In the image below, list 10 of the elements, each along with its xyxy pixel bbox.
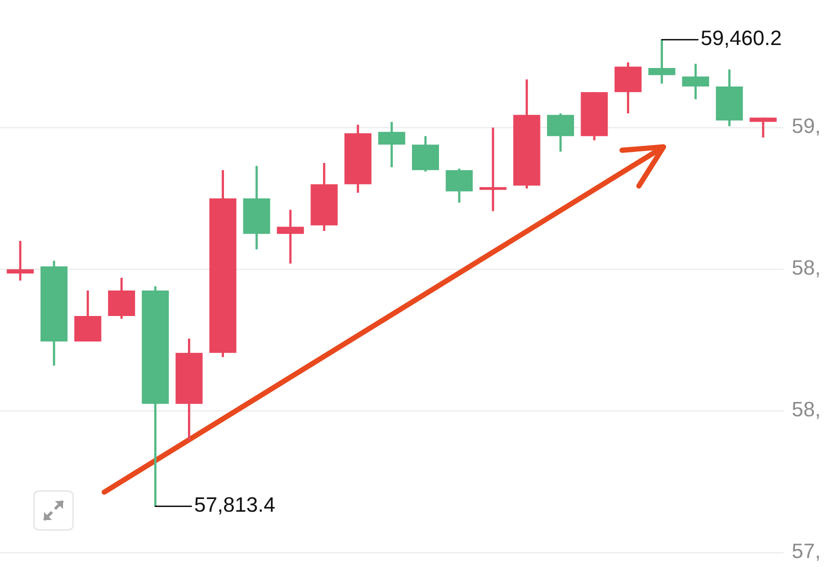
candlestick <box>480 126 507 212</box>
annotation: 59,460.2 <box>702 30 781 48</box>
text: 58, <box>792 402 819 419</box>
text: 59, <box>792 118 819 136</box>
candlestick <box>276 208 304 265</box>
text: 58, <box>792 260 819 278</box>
text: 57, <box>792 544 819 561</box>
annotation: 57,813.4 <box>194 497 275 514</box>
candlestick <box>648 38 676 85</box>
candlestick <box>6 240 34 282</box>
